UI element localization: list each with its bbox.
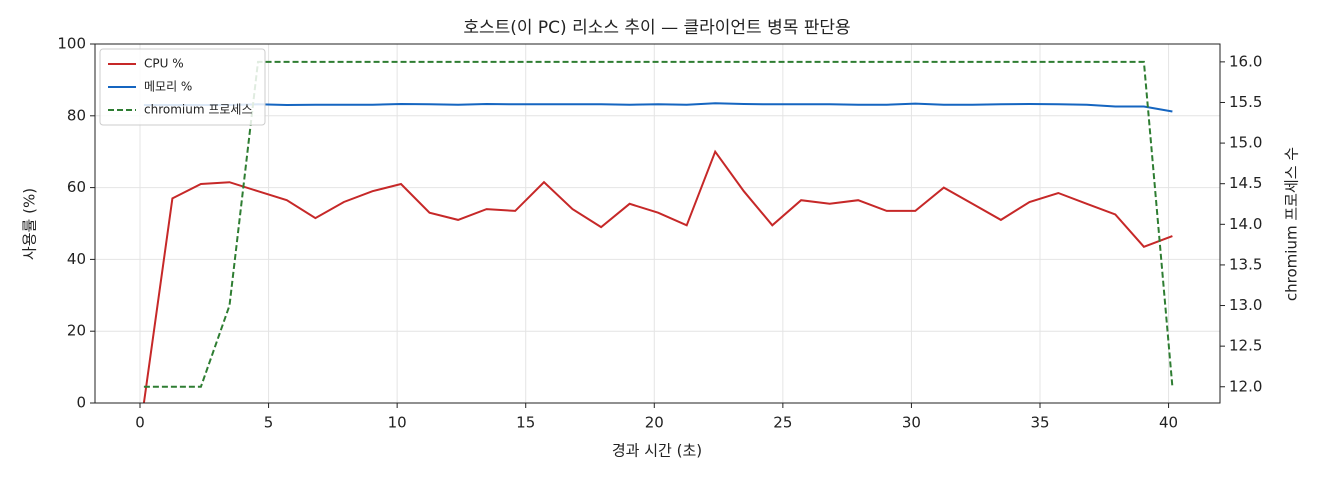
x-axis-label: 경과 시간 (초) xyxy=(612,442,702,460)
y2-tick-label: 14.0 xyxy=(1229,215,1262,233)
plot-frame xyxy=(94,43,1221,404)
x-tick-label: 25 xyxy=(773,414,792,432)
legend-box xyxy=(99,48,266,126)
y2-tick-label: 12.0 xyxy=(1229,377,1262,395)
y-tick-label: 0 xyxy=(76,394,86,412)
y-tick-label: 80 xyxy=(67,106,86,124)
y2-tick-label: 13.0 xyxy=(1229,296,1262,314)
legend-label: chromium 프로세스 xyxy=(144,103,253,117)
y2-tick-label: 13.5 xyxy=(1229,255,1262,273)
legend-label: 메모리 % xyxy=(144,80,192,94)
y2-tick-label: 15.5 xyxy=(1229,93,1262,111)
y-tick-label: 20 xyxy=(67,322,86,340)
y2-tick-label: 16.0 xyxy=(1229,52,1262,70)
y-axis-label: 사용률 (%) xyxy=(21,188,39,260)
series-line xyxy=(143,60,1174,388)
x-tick-label: 0 xyxy=(135,414,145,432)
y-tick-label: 100 xyxy=(57,35,86,53)
x-tick-label: 10 xyxy=(388,414,407,432)
legend-label: CPU % xyxy=(144,57,184,71)
y2-tick-label: 12.5 xyxy=(1229,337,1262,355)
x-tick-label: 15 xyxy=(516,414,535,432)
legend: CPU % 메모리 % chromium 프로세스 xyxy=(99,48,266,126)
x-tick-label: 30 xyxy=(902,414,921,432)
y2-axis-label: chromium 프로세스 수 xyxy=(1283,147,1301,301)
x-tick-label: 5 xyxy=(264,414,274,432)
y2-tick-label: 14.5 xyxy=(1229,174,1262,192)
x-tick-label: 40 xyxy=(1159,414,1178,432)
series-line xyxy=(142,149,1173,404)
series-line xyxy=(143,102,1173,113)
x-tick-label: 35 xyxy=(1030,414,1049,432)
chart-title: 호스트(이 PC) 리소스 추이 — 클라이언트 병목 판단용 xyxy=(463,18,850,38)
y-tick-label: 40 xyxy=(67,250,86,268)
y2-tick-label: 15.0 xyxy=(1229,134,1262,152)
x-tick-label: 20 xyxy=(645,414,664,432)
y-tick-label: 60 xyxy=(67,178,86,196)
